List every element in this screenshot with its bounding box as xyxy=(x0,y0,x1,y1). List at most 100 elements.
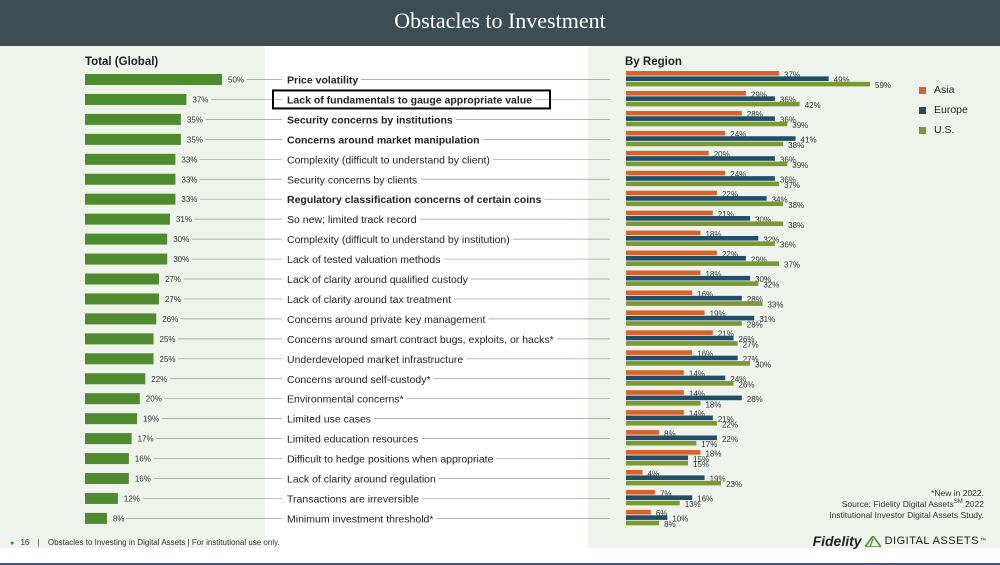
obstacle-label: Limited use cases xyxy=(287,414,371,426)
region-bar-europe xyxy=(626,315,755,321)
legend-swatch-europe xyxy=(919,106,926,114)
region-bar-asia xyxy=(626,410,684,415)
region-value-label: 26% xyxy=(739,335,755,344)
obstacle-label: Regulatory classification concerns of ce… xyxy=(287,194,542,206)
region-legend: Asia Europe U.S. xyxy=(919,80,968,140)
region-value-label: 21% xyxy=(718,210,734,219)
total-bar xyxy=(85,113,181,125)
region-value-label: 26% xyxy=(739,380,755,389)
total-value-label: 12% xyxy=(124,494,140,503)
page-title: Obstacles to Investment xyxy=(394,8,606,33)
region-value-label: 14% xyxy=(689,409,705,418)
region-value-label: 38% xyxy=(788,141,804,150)
region-bar-us xyxy=(626,440,697,446)
total-value-label: 16% xyxy=(135,455,151,464)
region-value-label: 8% xyxy=(664,429,676,438)
highlight-box xyxy=(272,89,551,110)
region-value-label: 38% xyxy=(788,221,804,230)
region-value-label: 36% xyxy=(780,241,796,250)
region-value-label: 10% xyxy=(672,515,688,524)
note-new: *New in 2022. xyxy=(931,488,984,498)
logo-tm: ™ xyxy=(980,538,986,544)
total-value-label: 37% xyxy=(192,95,208,104)
total-bar xyxy=(85,93,187,105)
region-bar-us xyxy=(626,241,775,246)
total-bar xyxy=(85,492,118,504)
region-value-label: 28% xyxy=(747,395,763,404)
by-region-header: By Region xyxy=(625,56,682,68)
region-bar-asia xyxy=(626,210,713,216)
region-bar-europe xyxy=(626,455,689,461)
region-value-label: 8% xyxy=(664,520,676,529)
region-bar-asia xyxy=(626,509,651,515)
region-bar-us xyxy=(626,281,759,286)
total-bar xyxy=(85,313,157,325)
obstacles-chart: 50% Price volatility 37% 49% 59% 37% Lack of f… xyxy=(85,70,891,529)
obstacle-label: Difficult to hedge positions when approp… xyxy=(287,454,494,466)
region-bar-asia xyxy=(626,430,660,435)
total-value-label: 20% xyxy=(146,395,162,404)
region-bar-asia xyxy=(626,310,705,315)
region-bar-us xyxy=(626,381,734,386)
region-bar-us xyxy=(626,321,742,326)
total-bar xyxy=(85,393,140,405)
fidelity-logo: Fidelity DIGITAL ASSETS ™ xyxy=(813,533,986,549)
obstacle-label: Environmental concerns* xyxy=(287,394,404,406)
region-bar-us xyxy=(626,420,717,426)
region-bar-europe xyxy=(626,395,742,401)
region-value-label: 7% xyxy=(660,489,672,498)
region-value-label: 15% xyxy=(693,455,709,464)
region-value-label: 22% xyxy=(722,435,738,444)
region-bar-europe xyxy=(626,295,742,301)
region-bar-europe xyxy=(626,196,767,201)
region-bar-us xyxy=(626,401,701,406)
region-bar-us xyxy=(626,141,784,147)
region-value-label: 34% xyxy=(772,195,788,204)
obstacle-label: Security concerns by clients xyxy=(287,174,417,186)
region-bar-asia xyxy=(626,290,693,296)
legend-label-asia: Asia xyxy=(934,84,955,96)
footer-separator: | xyxy=(37,538,40,547)
region-bar-asia xyxy=(626,190,717,196)
total-value-label: 8% xyxy=(113,514,125,523)
total-bar xyxy=(85,193,176,205)
total-value-label: 22% xyxy=(151,375,167,384)
total-value-label: 50% xyxy=(228,76,244,85)
region-bar-europe xyxy=(626,216,751,221)
obstacle-label: Lack of clarity around tax treatment xyxy=(287,294,451,306)
total-bar xyxy=(85,253,168,265)
region-value-label: 21% xyxy=(718,330,734,339)
total-bar xyxy=(85,153,176,165)
region-value-label: 22% xyxy=(722,190,738,199)
total-value-label: 30% xyxy=(173,235,189,244)
region-value-label: 29% xyxy=(751,90,767,99)
region-bar-europe xyxy=(626,335,734,341)
region-bar-europe xyxy=(626,236,759,241)
region-bar-asia xyxy=(626,470,643,475)
region-bar-asia xyxy=(626,230,701,236)
total-value-label: 30% xyxy=(173,255,189,264)
region-value-label: 19% xyxy=(710,310,726,319)
region-bar-europe xyxy=(626,515,668,520)
legend-swatch-asia xyxy=(919,86,926,94)
region-value-label: 20% xyxy=(714,150,730,159)
region-value-label: 36% xyxy=(780,96,796,105)
total-bar xyxy=(85,74,222,85)
total-bar xyxy=(85,473,129,484)
legend-item-europe: Europe xyxy=(919,100,968,120)
total-bar xyxy=(85,133,181,145)
footer-caption: Obstacles to Investing in Digital Assets… xyxy=(47,538,280,547)
region-bar-asia xyxy=(626,370,684,375)
total-value-label: 25% xyxy=(160,335,176,344)
region-bar-us xyxy=(626,261,780,266)
total-bar xyxy=(85,273,159,285)
region-value-label: 31% xyxy=(759,315,775,324)
total-value-label: 33% xyxy=(181,175,197,184)
region-bar-us xyxy=(626,101,800,107)
obstacle-label: Concerns around smart contract bugs, exp… xyxy=(287,334,554,346)
obstacle-label: Complexity (difficult to understand by i… xyxy=(287,234,510,246)
region-value-label: 24% xyxy=(730,130,746,139)
region-value-label: 18% xyxy=(705,400,721,409)
region-bar-asia xyxy=(626,170,726,176)
note-source: Source: Fidelity Digital AssetsSM 2022 xyxy=(842,499,984,509)
